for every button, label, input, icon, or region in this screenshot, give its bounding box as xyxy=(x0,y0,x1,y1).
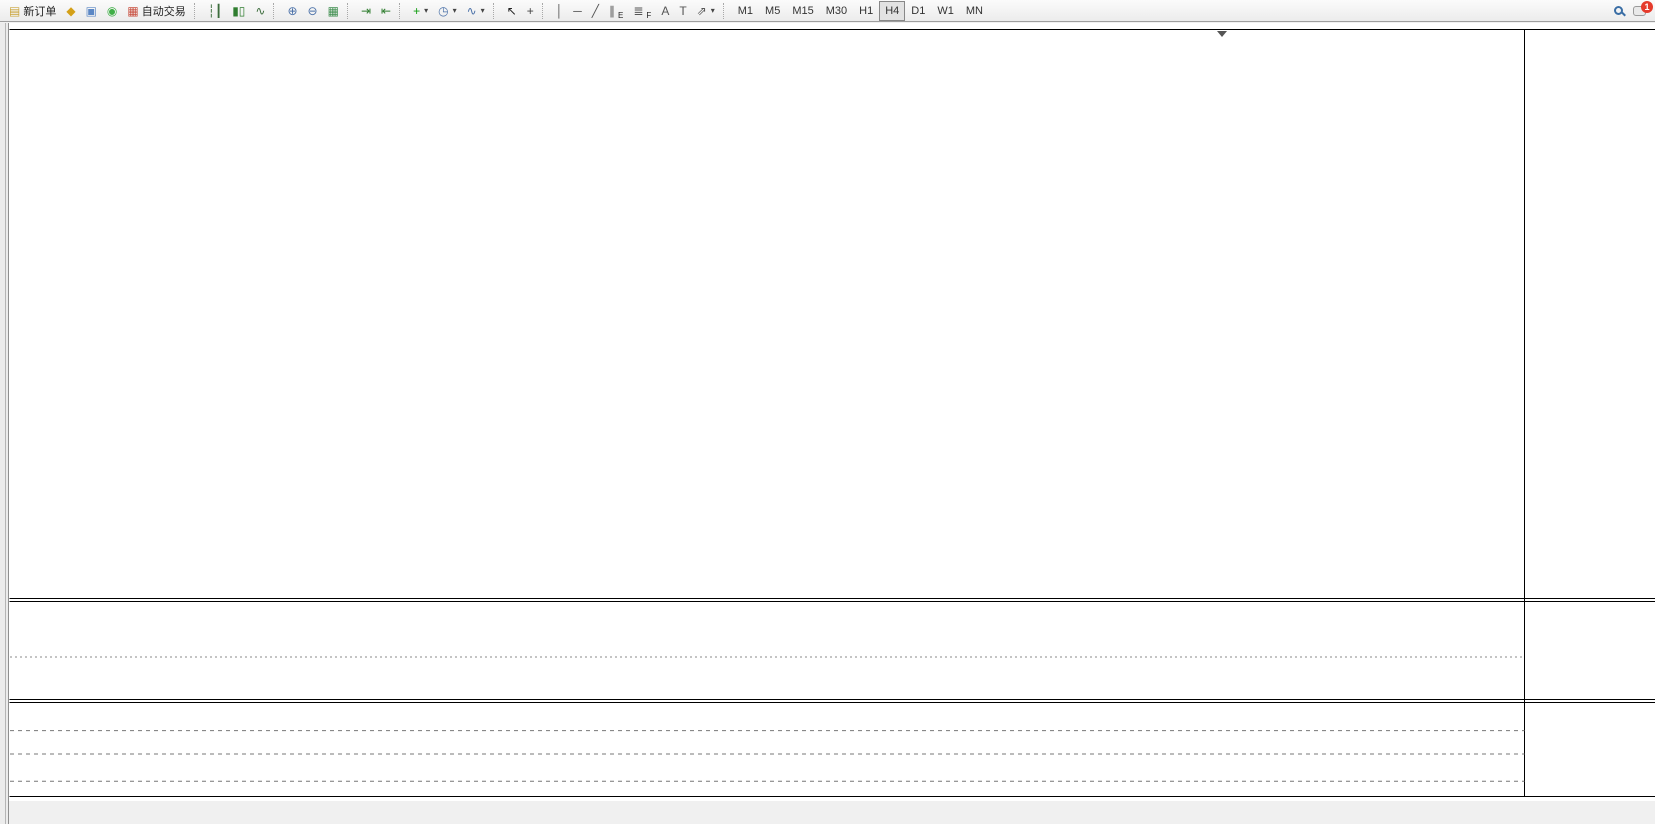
tile-windows-button[interactable]: ▦ xyxy=(323,1,344,21)
vertical-line-button[interactable]: │ xyxy=(551,1,569,21)
arrows-button[interactable]: ⇗ ▾ xyxy=(692,1,720,21)
toolbar-separator xyxy=(541,2,547,19)
clock-icon: ◷ xyxy=(438,3,449,18)
auto-scroll-icon: ⇥ xyxy=(360,3,372,18)
line-chart-button[interactable]: ∿ xyxy=(250,1,270,21)
horizontal-line-button[interactable]: ─ xyxy=(568,1,587,21)
toolbar-separator xyxy=(193,2,199,19)
timeframe-m30-button-label: M30 xyxy=(825,4,848,17)
timeframe-d1-button-label: D1 xyxy=(911,4,926,17)
profiles-icon: ▣ xyxy=(85,3,97,18)
templates-button[interactable]: ∿ ▾ xyxy=(462,1,490,21)
timeframe-m15-button-label: M15 xyxy=(792,4,814,17)
search-icon xyxy=(1614,6,1623,15)
auto-scroll-button[interactable]: ⇥ xyxy=(356,1,376,21)
indicators-button[interactable]: + ▾ xyxy=(408,1,433,21)
timeframe-mn-button[interactable]: MN xyxy=(960,1,989,21)
text-button[interactable]: A xyxy=(656,1,674,21)
chart-canvas[interactable] xyxy=(0,23,1655,824)
timeframe-m1-button[interactable]: M1 xyxy=(732,1,759,21)
timeframe-w1-button-label: W1 xyxy=(937,4,954,17)
chart-background xyxy=(8,23,1655,801)
dropdown-caret-icon[interactable]: ▾ xyxy=(424,6,429,15)
zoom-in-button[interactable]: ⊕ xyxy=(282,1,302,21)
signals-button[interactable]: ◉ xyxy=(102,1,122,21)
timeframe-m1-button-label: M1 xyxy=(737,4,754,17)
new-chart-icon: ◆ xyxy=(66,3,76,18)
cursor-icon: ↖ xyxy=(506,3,517,18)
template-chart-icon: ∿ xyxy=(466,3,477,18)
candlestick-icon: ▮▯ xyxy=(232,3,246,18)
arrow-objects-icon: ⇗ xyxy=(696,3,707,18)
chart-shift-marker-icon[interactable] xyxy=(1217,31,1227,37)
toolbar-right-group: 1 xyxy=(1609,0,1653,21)
dropdown-caret-icon[interactable]: ▾ xyxy=(710,6,715,15)
search-button[interactable] xyxy=(1609,1,1628,21)
timeframe-h1-button[interactable]: H1 xyxy=(853,1,879,21)
vertical-line-icon: │ xyxy=(555,3,564,18)
candlestick-chart-button[interactable]: ▮▯ xyxy=(227,1,250,21)
timeframe-h4-button-label: H4 xyxy=(885,4,900,17)
dropdown-caret-icon[interactable]: ▾ xyxy=(452,6,457,15)
new-order-button[interactable]: ▤ 新订单 xyxy=(4,1,61,21)
timeframe-m5-button[interactable]: M5 xyxy=(759,1,786,21)
window-splitter[interactable] xyxy=(0,23,8,824)
timeframe-mn-button-label: MN xyxy=(965,4,983,17)
text-icon: A xyxy=(661,3,670,18)
toolbar-separator xyxy=(273,2,278,19)
channel-icon: ∥ xyxy=(609,3,616,18)
periods-button[interactable]: ◷ ▾ xyxy=(433,1,462,21)
fibonacci-button[interactable]: ≣ F xyxy=(628,1,656,21)
trendline-button[interactable]: ╱ xyxy=(587,1,604,21)
timeframe-d1-button[interactable]: D1 xyxy=(905,1,931,21)
zoom-in-icon: ⊕ xyxy=(287,3,298,18)
fibonacci-icon: ≣ xyxy=(633,3,644,18)
new-order-button-label: 新订单 xyxy=(23,5,57,18)
toolbar-separator xyxy=(399,2,404,19)
horizontal-line-icon: ─ xyxy=(573,3,582,18)
equidistant-channel-button[interactable]: ∥ E xyxy=(604,1,628,21)
notifications-button[interactable]: 1 xyxy=(1628,0,1653,21)
notification-badge: 1 xyxy=(1641,0,1653,13)
trendline-icon: ╱ xyxy=(591,3,600,18)
equidistant-channel-button-letter: E xyxy=(618,10,624,20)
profiles-button[interactable]: ▣ xyxy=(81,1,102,21)
bar-chart-button[interactable]: ┆┃ xyxy=(203,1,227,21)
fibonacci-button-letter: F xyxy=(646,10,652,20)
dropdown-caret-icon[interactable]: ▾ xyxy=(480,6,485,15)
timeframe-m15-button[interactable]: M15 xyxy=(786,1,819,21)
zoom-out-icon: ⊖ xyxy=(307,3,318,18)
zoom-out-button[interactable]: ⊖ xyxy=(303,1,323,21)
new-chart-button[interactable]: ◆ xyxy=(61,1,80,21)
toolbar-separator xyxy=(346,2,352,19)
signals-icon: ◉ xyxy=(106,3,118,18)
toolbar-separator xyxy=(492,2,498,19)
auto-trading-icon: ▦ xyxy=(127,3,139,18)
bar-chart-icon: ┆┃ xyxy=(207,3,223,18)
timeframe-m5-button-label: M5 xyxy=(765,4,781,17)
indicators-add-icon: + xyxy=(413,3,421,18)
crosshair-icon: + xyxy=(526,3,534,18)
chart-window xyxy=(0,23,1655,824)
text-label-button[interactable]: T xyxy=(674,1,691,21)
toolbar: ▤ 新订单 ◆ ▣ ◉ ▦ 自动交易 ┆┃ ▮▯ ∿ ⊕ ⊖ ▦ ⇥ ⇤ + ▾ ◷ ▾ ∿ ▾ ↖ + │ ─ ╱ ∥ E ≣ F A T ⇗… xyxy=(0,0,1655,22)
crosshair-button[interactable]: + xyxy=(522,1,539,21)
timeframe-h1-button-label: H1 xyxy=(859,4,874,17)
cursor-button[interactable]: ↖ xyxy=(502,1,522,21)
auto-trading-button-label: 自动交易 xyxy=(141,5,186,18)
timeframe-h4-button[interactable]: H4 xyxy=(879,0,906,21)
line-chart-icon: ∿ xyxy=(255,3,266,18)
tile-windows-icon: ▦ xyxy=(327,3,339,18)
toolbar-separator xyxy=(722,2,728,19)
chart-shift-icon: ⇤ xyxy=(381,3,392,18)
chart-shift-button[interactable]: ⇤ xyxy=(376,1,396,21)
new-order-icon: ▤ xyxy=(9,3,21,18)
text-label-icon: T xyxy=(679,3,687,18)
timeframe-w1-button[interactable]: W1 xyxy=(931,1,960,21)
timeframe-m30-button[interactable]: M30 xyxy=(820,1,853,21)
auto-trading-button[interactable]: ▦ 自动交易 xyxy=(122,1,190,21)
